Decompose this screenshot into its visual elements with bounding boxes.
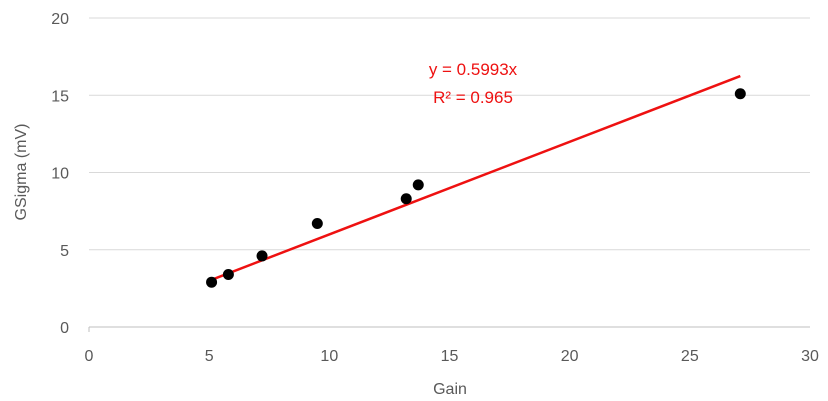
trendline-equation: y = 0.5993x [429, 60, 518, 79]
x-tick-label-10: 10 [320, 348, 338, 365]
trendline-group [211, 74, 741, 281]
y-tick-labels: 0 5 10 15 20 [51, 11, 69, 337]
y-axis-title: GSigma (mV) [13, 124, 30, 221]
x-tick-label-25: 25 [681, 348, 699, 365]
x-tick-label-20: 20 [561, 348, 579, 365]
y-tick-label-15: 15 [51, 88, 69, 105]
x-axis-title: Gain [433, 381, 467, 398]
x-tick-label-0: 0 [85, 348, 94, 365]
y-tick-label-0: 0 [60, 320, 69, 337]
data-point-5 [400, 193, 412, 205]
data-point-4 [311, 217, 323, 229]
x-tick-labels: 0 5 10 15 20 25 30 [85, 348, 819, 365]
y-tick-label-20: 20 [51, 11, 69, 28]
x-tick-label-5: 5 [205, 348, 214, 365]
trendline [211, 74, 741, 281]
data-point-1 [206, 276, 218, 288]
gridlines [89, 17, 810, 251]
data-points [206, 88, 746, 288]
x-tick-label-30: 30 [801, 348, 819, 365]
data-point-7 [734, 88, 746, 100]
data-point-2 [222, 268, 234, 280]
data-point-3 [256, 250, 268, 262]
data-point-6 [412, 179, 424, 191]
trendline-r-squared: R² = 0.965 [433, 88, 513, 107]
axes [88, 326, 810, 332]
y-tick-label-5: 5 [60, 243, 69, 260]
x-tick-label-15: 15 [441, 348, 459, 365]
y-tick-label-10: 10 [51, 166, 69, 183]
